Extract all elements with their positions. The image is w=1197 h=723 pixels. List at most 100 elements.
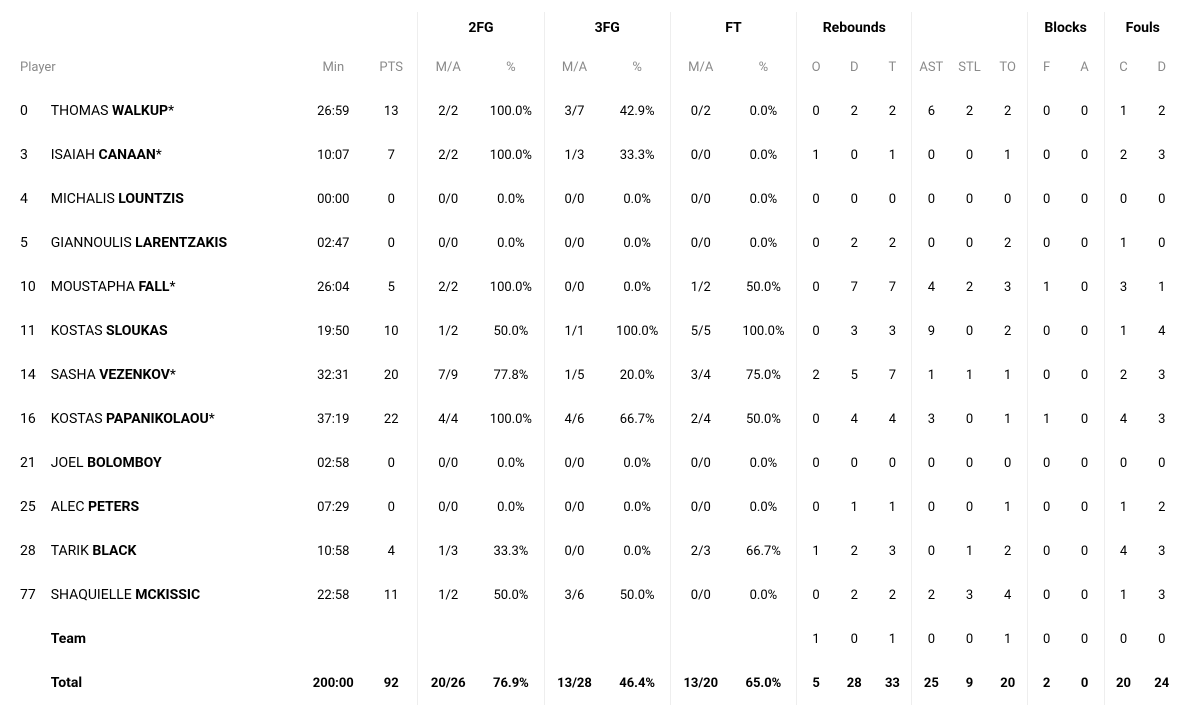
- cell-reb-t: 1: [873, 485, 911, 529]
- col-ft-pct[interactable]: %: [731, 50, 797, 89]
- col-ast[interactable]: AST: [912, 50, 950, 89]
- col-min[interactable]: Min: [301, 50, 365, 89]
- group-ft: FT: [670, 12, 796, 50]
- player-number: 16: [16, 397, 47, 441]
- player-name[interactable]: KOSTAS PAPANIKOLAOU*: [47, 397, 302, 441]
- player-row[interactable]: 4 MICHALIS LOUNTZIS 00:00 0 0/0 0.0% 0/0…: [16, 177, 1181, 221]
- player-name[interactable]: SASHA VEZENKOV*: [47, 353, 302, 397]
- cell-foul-c: 1: [1104, 485, 1142, 529]
- cell-pts: 22: [365, 397, 418, 441]
- cell-stl: 0: [950, 133, 988, 177]
- cell-foul-c: 4: [1104, 529, 1142, 573]
- cell-3fg-pct: 20.0%: [604, 353, 670, 397]
- cell-stl: 2: [950, 89, 988, 133]
- cell-2fg-pct: 50.0%: [478, 573, 544, 617]
- player-name[interactable]: GIANNOULIS LARENTZAKIS: [47, 221, 302, 265]
- cell-reb-o: 0: [797, 573, 835, 617]
- col-3fg-pct[interactable]: %: [604, 50, 670, 89]
- cell-ft-pct: 0.0%: [731, 573, 797, 617]
- player-number: 21: [16, 441, 47, 485]
- player-number: 4: [16, 177, 47, 221]
- player-name[interactable]: JOEL BOLOMBOY: [47, 441, 302, 485]
- player-row[interactable]: 77 SHAQUIELLE MCKISSIC 22:58 11 1/2 50.0…: [16, 573, 1181, 617]
- col-2fg-ma[interactable]: M/A: [418, 50, 478, 89]
- cell-reb-d: 0: [835, 441, 873, 485]
- cell-stl: 3: [950, 573, 988, 617]
- cell-ft-ma: 3/4: [670, 353, 730, 397]
- col-3fg-ma[interactable]: M/A: [544, 50, 604, 89]
- player-row[interactable]: 10 MOUSTAPHA FALL* 26:04 5 2/2 100.0% 0/…: [16, 265, 1181, 309]
- cell-3fg-pct: 0.0%: [604, 265, 670, 309]
- cell-blk-a: 0: [1066, 485, 1104, 529]
- cell-ft-pct: 75.0%: [731, 353, 797, 397]
- cell-foul-d: 0: [1142, 221, 1181, 265]
- col-blk-f[interactable]: F: [1027, 50, 1065, 89]
- player-name[interactable]: THOMAS WALKUP*: [47, 89, 302, 133]
- col-foul-c[interactable]: C: [1104, 50, 1142, 89]
- cell-stl: 0: [950, 397, 988, 441]
- col-2fg-pct[interactable]: %: [478, 50, 544, 89]
- col-stl[interactable]: STL: [950, 50, 988, 89]
- cell-blk-f: 0: [1027, 441, 1065, 485]
- cell-pts: 0: [365, 221, 418, 265]
- cell-2fg-pct: 77.8%: [478, 353, 544, 397]
- cell-3fg-ma: [544, 617, 604, 661]
- cell-pts: 11: [365, 573, 418, 617]
- col-reb-t[interactable]: T: [873, 50, 911, 89]
- cell-min: 10:58: [301, 529, 365, 573]
- cell-reb-d: 28: [835, 661, 873, 705]
- col-blk-a[interactable]: A: [1066, 50, 1104, 89]
- player-row[interactable]: 11 KOSTAS SLOUKAS 19:50 10 1/2 50.0% 1/1…: [16, 309, 1181, 353]
- cell-2fg-ma: 1/2: [418, 309, 478, 353]
- cell-blk-f: 0: [1027, 485, 1065, 529]
- cell-min: 10:07: [301, 133, 365, 177]
- player-name[interactable]: MICHALIS LOUNTZIS: [47, 177, 302, 221]
- player-row[interactable]: 16 KOSTAS PAPANIKOLAOU* 37:19 22 4/4 100…: [16, 397, 1181, 441]
- cell-foul-c: 1: [1104, 309, 1142, 353]
- player-name[interactable]: MOUSTAPHA FALL*: [47, 265, 302, 309]
- cell-2fg-ma: 0/0: [418, 485, 478, 529]
- col-reb-d[interactable]: D: [835, 50, 873, 89]
- player-number: 77: [16, 573, 47, 617]
- cell-min: 02:58: [301, 441, 365, 485]
- boxscore-table-wrap: 2FG 3FG FT Rebounds Blocks Fouls Player …: [0, 0, 1197, 717]
- player-name[interactable]: ALEC PETERS: [47, 485, 302, 529]
- cell-reb-o: 0: [797, 309, 835, 353]
- cell-to: 4: [989, 573, 1027, 617]
- cell-stl: 0: [950, 177, 988, 221]
- cell-ft-ma: 1/2: [670, 265, 730, 309]
- col-foul-d[interactable]: D: [1142, 50, 1181, 89]
- player-row[interactable]: 21 JOEL BOLOMBOY 02:58 0 0/0 0.0% 0/0 0.…: [16, 441, 1181, 485]
- player-number: 3: [16, 133, 47, 177]
- player-row[interactable]: 3 ISAIAH CANAAN* 10:07 7 2/2 100.0% 1/3 …: [16, 133, 1181, 177]
- player-name[interactable]: KOSTAS SLOUKAS: [47, 309, 302, 353]
- cell-ft-pct: 0.0%: [731, 89, 797, 133]
- cell-ft-pct: 100.0%: [731, 309, 797, 353]
- cell-foul-d: 0: [1142, 177, 1181, 221]
- col-pts[interactable]: PTS: [365, 50, 418, 89]
- player-name[interactable]: TARIK BLACK: [47, 529, 302, 573]
- cell-foul-c: 1: [1104, 89, 1142, 133]
- cell-reb-t: 1: [873, 617, 911, 661]
- player-row[interactable]: 0 THOMAS WALKUP* 26:59 13 2/2 100.0% 3/7…: [16, 89, 1181, 133]
- cell-reb-d: 2: [835, 89, 873, 133]
- col-reb-o[interactable]: O: [797, 50, 835, 89]
- cell-ft-pct: 0.0%: [731, 133, 797, 177]
- cell-reb-o: 1: [797, 133, 835, 177]
- player-row[interactable]: 5 GIANNOULIS LARENTZAKIS 02:47 0 0/0 0.0…: [16, 221, 1181, 265]
- cell-pts: 92: [365, 661, 418, 705]
- cell-3fg-ma: 0/0: [544, 441, 604, 485]
- cell-to: 2: [989, 309, 1027, 353]
- player-row[interactable]: 14 SASHA VEZENKOV* 32:31 20 7/9 77.8% 1/…: [16, 353, 1181, 397]
- col-player[interactable]: Player: [16, 50, 301, 89]
- col-to[interactable]: TO: [989, 50, 1027, 89]
- cell-2fg-pct: 0.0%: [478, 177, 544, 221]
- col-ft-ma[interactable]: M/A: [670, 50, 730, 89]
- cell-ast: 4: [912, 265, 950, 309]
- player-name[interactable]: ISAIAH CANAAN*: [47, 133, 302, 177]
- cell-to: 3: [989, 265, 1027, 309]
- player-row[interactable]: 28 TARIK BLACK 10:58 4 1/3 33.3% 0/0 0.0…: [16, 529, 1181, 573]
- player-name[interactable]: SHAQUIELLE MCKISSIC: [47, 573, 302, 617]
- cell-blk-a: 0: [1066, 529, 1104, 573]
- player-row[interactable]: 25 ALEC PETERS 07:29 0 0/0 0.0% 0/0 0.0%…: [16, 485, 1181, 529]
